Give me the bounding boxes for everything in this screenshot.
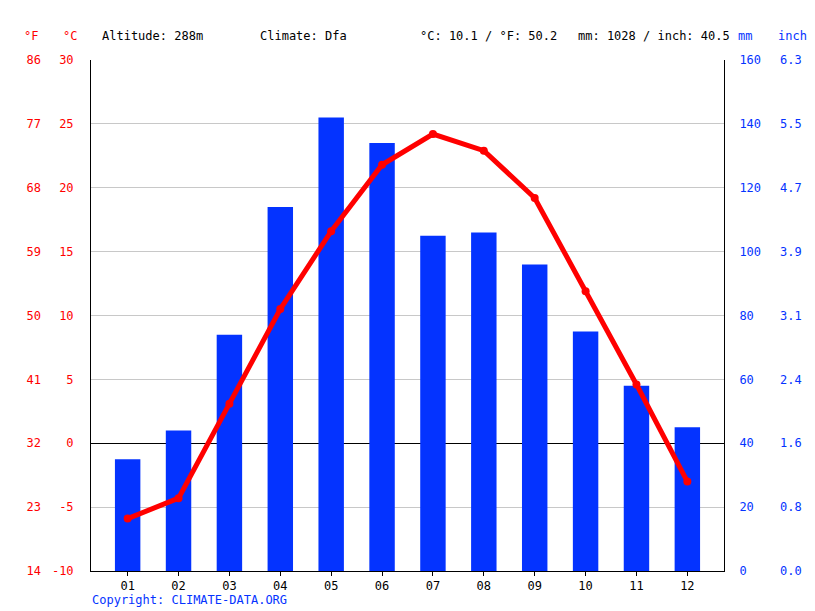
- svg-text:30: 30: [59, 53, 73, 67]
- svg-text:68: 68: [27, 181, 41, 195]
- svg-text:01: 01: [120, 579, 134, 593]
- svg-text:10: 10: [578, 579, 592, 593]
- svg-text:5: 5: [66, 373, 73, 387]
- svg-text:5.5: 5.5: [780, 117, 802, 131]
- svg-text:02: 02: [171, 579, 185, 593]
- svg-text:3.9: 3.9: [780, 245, 802, 259]
- svg-text:120: 120: [739, 181, 761, 195]
- svg-text:inch: inch: [778, 29, 807, 43]
- svg-text:0: 0: [66, 436, 73, 450]
- svg-text:0.8: 0.8: [780, 500, 802, 514]
- svg-text:1.6: 1.6: [780, 436, 802, 450]
- svg-text:mm: 1028 / inch: 40.5: mm: 1028 / inch: 40.5: [578, 29, 730, 43]
- svg-text:60: 60: [739, 373, 753, 387]
- svg-text:160: 160: [739, 53, 761, 67]
- svg-text:10: 10: [59, 309, 73, 323]
- svg-text:-5: -5: [59, 500, 73, 514]
- svg-text:12: 12: [680, 579, 694, 593]
- svg-text:°C: 10.1 / °F: 50.2: °C: 10.1 / °F: 50.2: [420, 29, 557, 43]
- svg-text:07: 07: [426, 579, 440, 593]
- svg-text:77: 77: [27, 117, 41, 131]
- svg-text:41: 41: [27, 373, 41, 387]
- svg-text:04: 04: [273, 579, 287, 593]
- svg-text:140: 140: [739, 117, 761, 131]
- svg-text:Altitude: 288m: Altitude: 288m: [102, 29, 203, 43]
- svg-text:20: 20: [59, 181, 73, 195]
- svg-text:86: 86: [27, 53, 41, 67]
- svg-text:59: 59: [27, 245, 41, 259]
- svg-text:06: 06: [375, 579, 389, 593]
- svg-text:4.7: 4.7: [780, 181, 802, 195]
- svg-text:20: 20: [739, 500, 753, 514]
- svg-text:08: 08: [477, 579, 491, 593]
- svg-text:09: 09: [527, 579, 541, 593]
- svg-text:03: 03: [222, 579, 236, 593]
- svg-text:°C: °C: [63, 29, 77, 43]
- svg-text:11: 11: [629, 579, 643, 593]
- svg-text:°F: °F: [24, 29, 38, 43]
- svg-text:mm: mm: [738, 29, 752, 43]
- svg-text:0: 0: [739, 564, 746, 578]
- svg-text:2.4: 2.4: [780, 373, 802, 387]
- svg-text:3.1: 3.1: [780, 309, 802, 323]
- svg-text:32: 32: [27, 436, 41, 450]
- svg-text:05: 05: [324, 579, 338, 593]
- svg-text:15: 15: [59, 245, 73, 259]
- svg-text:0.0: 0.0: [780, 564, 802, 578]
- svg-text:6.3: 6.3: [780, 53, 802, 67]
- svg-text:-10: -10: [52, 564, 74, 578]
- svg-text:50: 50: [27, 309, 41, 323]
- svg-text:40: 40: [739, 436, 753, 450]
- svg-text:100: 100: [739, 245, 761, 259]
- svg-text:23: 23: [27, 500, 41, 514]
- svg-text:Climate: Dfa: Climate: Dfa: [260, 29, 347, 43]
- svg-text:Copyright: CLIMATE-DATA.ORG: Copyright: CLIMATE-DATA.ORG: [92, 593, 287, 607]
- svg-text:14: 14: [27, 564, 41, 578]
- svg-text:25: 25: [59, 117, 73, 131]
- svg-text:80: 80: [739, 309, 753, 323]
